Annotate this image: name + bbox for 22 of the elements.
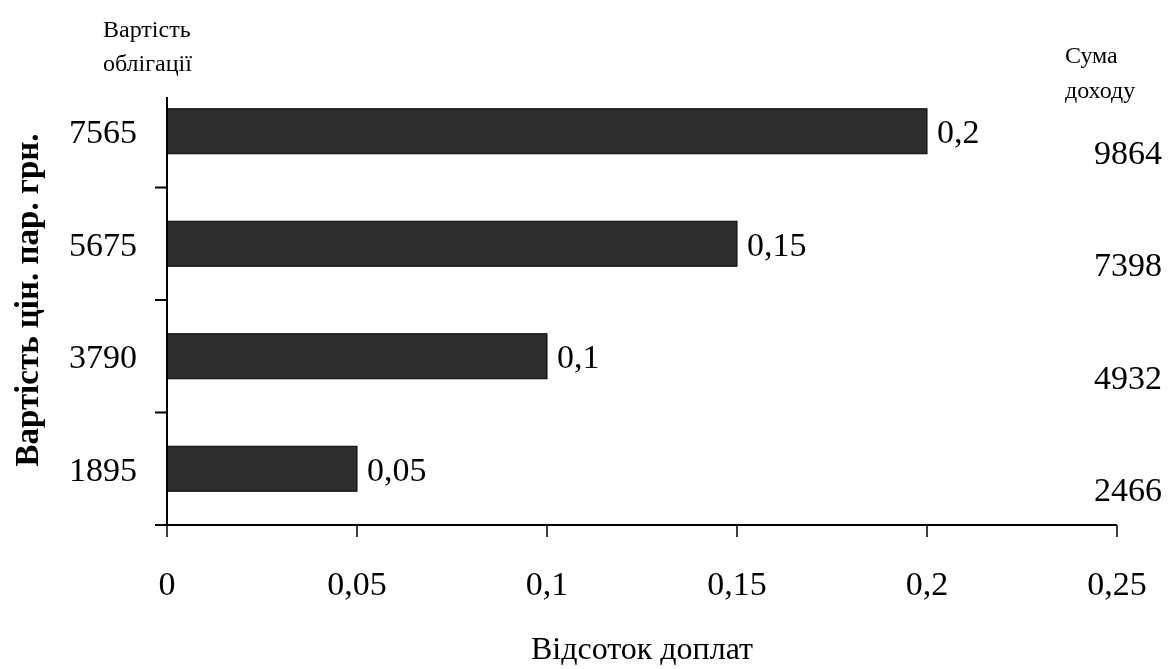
x-tick-label: 0,15 <box>707 565 767 602</box>
data-label: 0,2 <box>937 112 980 150</box>
y-tick-label: 3790 <box>69 337 137 375</box>
y2-axis-title: Сума доходу <box>1065 42 1136 103</box>
x-tick-label: 0 <box>158 565 176 602</box>
x-tick-label: 0,2 <box>905 565 949 602</box>
x-tick-label: 0,05 <box>327 565 387 602</box>
y2-tick-label: 9864 <box>1094 133 1162 170</box>
y2-tick-label: 7398 <box>1094 245 1162 283</box>
x-axis-title: Відсоток доплат <box>530 630 754 666</box>
text: Вартість облігації <box>103 16 193 76</box>
data-label: 0,1 <box>557 337 600 375</box>
y2-tick-label: 2466 <box>1094 470 1162 508</box>
x-tick-label: 0,25 <box>1087 565 1147 602</box>
y-tick-label: 5675 <box>69 225 137 263</box>
y-axis-title: Вартість цін. пар. грн. <box>9 133 45 467</box>
y-tick-label: 7565 <box>69 112 137 150</box>
data-label: 0,15 <box>747 225 807 263</box>
y2-tick-label: 4932 <box>1094 358 1162 395</box>
x-tick-label: 0,1 <box>525 565 569 602</box>
data-label: 0,05 <box>367 450 427 488</box>
y-tick-label: 1895 <box>69 450 137 488</box>
